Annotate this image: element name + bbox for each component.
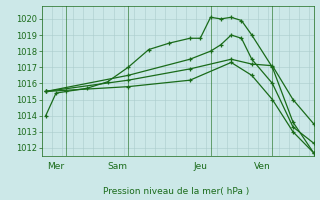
Text: Ven: Ven <box>254 162 270 171</box>
Text: Pression niveau de la mer( hPa ): Pression niveau de la mer( hPa ) <box>103 187 249 196</box>
Text: Jeu: Jeu <box>193 162 207 171</box>
Text: Sam: Sam <box>108 162 128 171</box>
Text: Mer: Mer <box>47 162 65 171</box>
